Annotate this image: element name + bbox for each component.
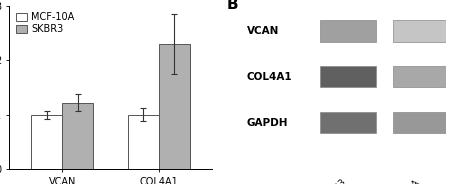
FancyBboxPatch shape [393,20,450,42]
Bar [128,115,159,169]
Text: GAPDH: GAPDH [247,118,288,128]
Bar [62,103,93,169]
Text: VCAN: VCAN [247,26,279,36]
Text: COL4A1: COL4A1 [247,72,292,82]
Text: SKBR3: SKBR3 [321,177,348,184]
FancyBboxPatch shape [320,112,377,133]
FancyBboxPatch shape [320,20,377,42]
Bar [31,115,62,169]
Text: MCF-10A: MCF-10A [387,177,421,184]
FancyBboxPatch shape [393,112,450,133]
Legend: MCF-10A, SKBR3: MCF-10A, SKBR3 [14,10,76,36]
Text: B: B [226,0,238,12]
FancyBboxPatch shape [320,66,377,87]
FancyBboxPatch shape [393,66,450,87]
Bar [159,44,190,169]
